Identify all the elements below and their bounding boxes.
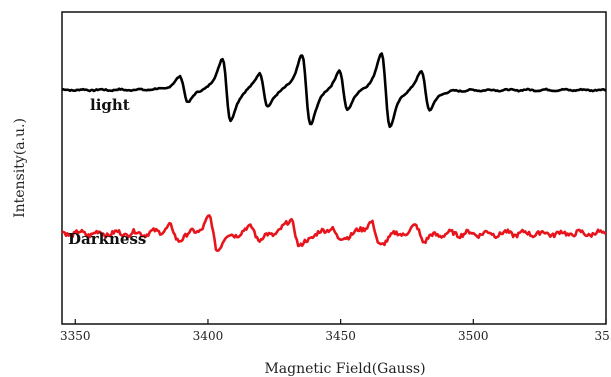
series-label-darkness: Darkness bbox=[68, 230, 146, 248]
series-line-light bbox=[61, 52, 607, 129]
x-axis-label: Magnetic Field(Gauss) bbox=[264, 361, 425, 377]
y-axis-label: Intensity(a.u.) bbox=[12, 118, 28, 218]
series-line-darkness bbox=[61, 214, 607, 252]
plot-frame bbox=[61, 11, 607, 325]
series-layer bbox=[61, 52, 607, 252]
x-tick-label: 355 bbox=[595, 329, 611, 343]
x-tick-label: 3400 bbox=[193, 329, 224, 343]
x-tick-label: 3350 bbox=[60, 329, 91, 343]
series-label-light: light bbox=[90, 96, 130, 114]
x-tick-label: 3500 bbox=[458, 329, 489, 343]
x-axis-ticks: 3350 3400 3450 3500 355 bbox=[60, 319, 611, 343]
x-tick-label: 3450 bbox=[325, 329, 356, 343]
